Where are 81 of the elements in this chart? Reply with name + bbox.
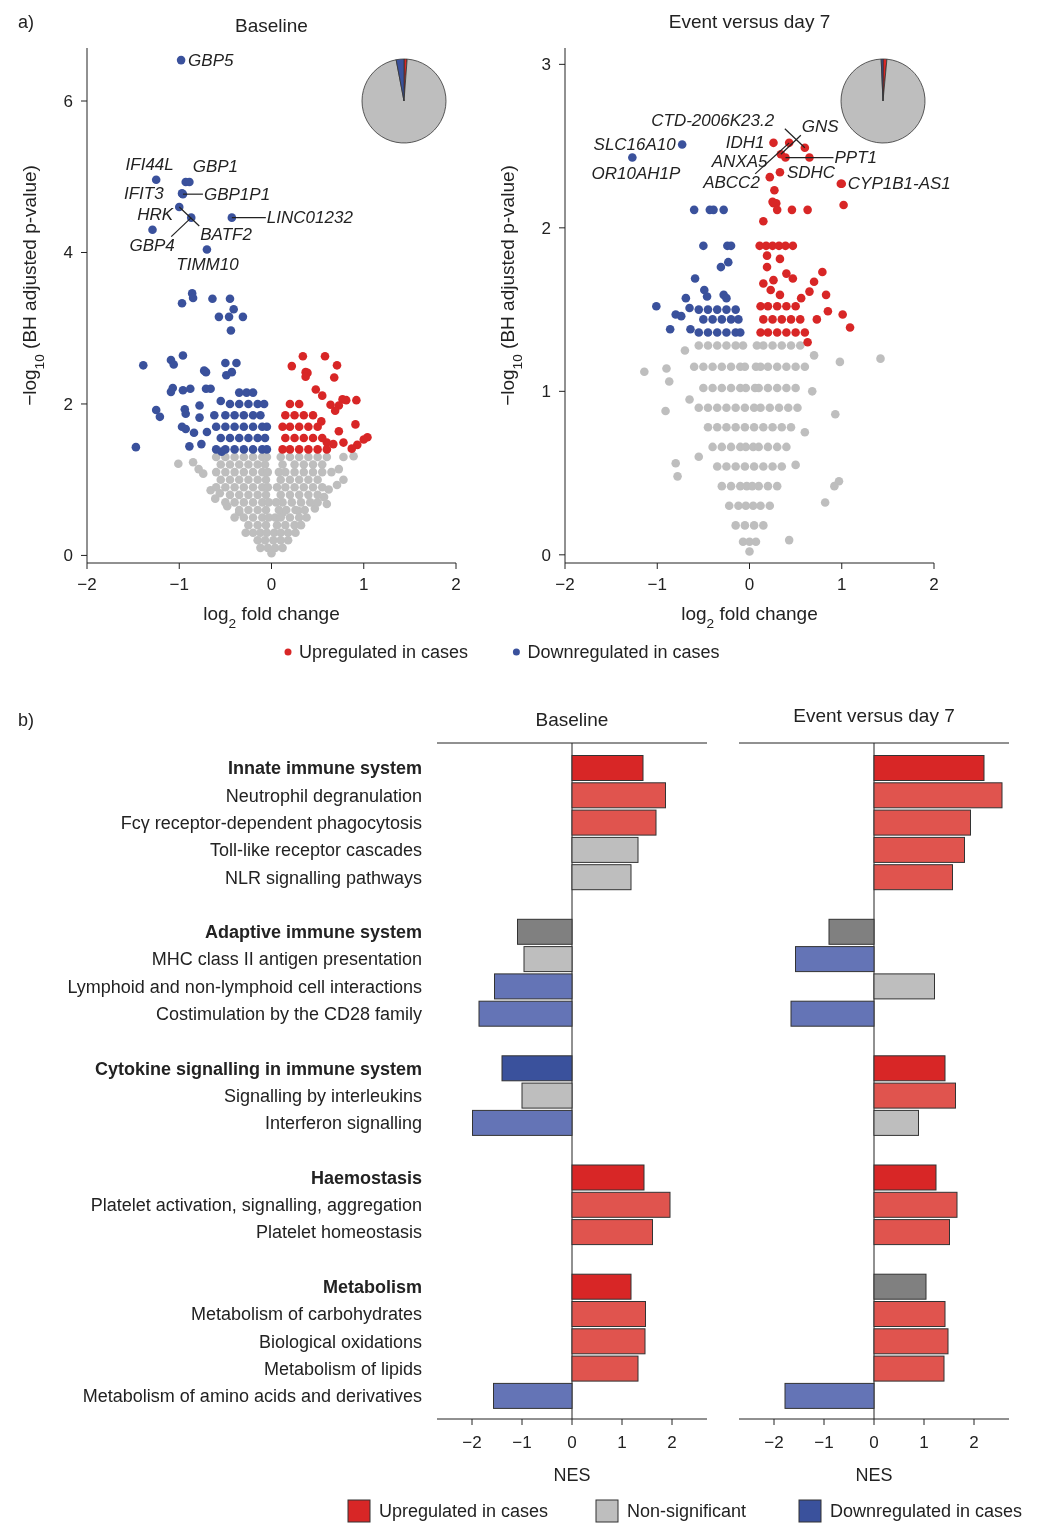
legend-label: Downregulated in cases [527, 642, 720, 662]
y-tick-label: 1 [541, 382, 551, 402]
x-tick-label: 2 [451, 575, 461, 594]
y-tick-label: NLR signalling pathways [224, 867, 422, 888]
x-tick-label: 2 [929, 575, 939, 594]
annotation: SLC16A10 [593, 134, 677, 154]
x-tick-label: 0 [744, 575, 755, 594]
y-tick-label: Metabolism of lipids [263, 1358, 422, 1379]
legend-label: Upregulated in cases [299, 642, 469, 662]
y-tick-label: Metabolism of amino acids and derivatives [82, 1386, 422, 1407]
x-axis-title: NES [553, 1465, 591, 1485]
annotation: CTD-2006K23.2 [651, 110, 775, 130]
x-tick-label: −2 [77, 575, 97, 594]
y-tick-label: Innate immune system [227, 758, 422, 779]
y-tick-label: Adaptive immune system [204, 922, 422, 943]
x-tick-label: −2 [764, 1433, 784, 1452]
y-tick-label: 6 [63, 91, 73, 111]
annotation: PPT1 [834, 148, 878, 168]
chart-title: Event versus day 7 [793, 705, 955, 726]
y-tick-label: 2 [63, 394, 73, 414]
x-axis-title: log$_{2}$ fold change [681, 603, 818, 631]
annotation: OR10AH1P [591, 163, 682, 183]
annotation: GBP4 [129, 235, 175, 255]
y-tick-label: 4 [63, 243, 73, 263]
y-tick-label: Neutrophil degranulation [225, 785, 422, 806]
y-tick-label: Metabolism [322, 1277, 422, 1297]
annotation: ABCC2 [702, 172, 761, 192]
annotation: GBP1P1 [203, 184, 271, 204]
x-axis-title: log$_{2}$ fold change [203, 603, 340, 631]
y-tick-label: Platelet homeostasis [255, 1222, 422, 1243]
x-tick-label: −2 [462, 1433, 482, 1452]
y-tick-label: 2 [541, 218, 551, 238]
y-tick-label: Haemostasis [310, 1167, 422, 1188]
chart-title: Event versus day 7 [668, 11, 831, 32]
x-tick-label: −1 [512, 1433, 532, 1452]
y-tick-label: MHC class II antigen presentation [151, 949, 422, 970]
legend-label: Non-significant [627, 1501, 747, 1521]
legend-label: Downregulated in cases [830, 1501, 1023, 1521]
y-tick-label: Signalling by interleukins [223, 1085, 422, 1106]
annotation: BATF2 [200, 225, 253, 245]
y-tick-label: 0 [63, 546, 73, 566]
annotation: GBP1 [192, 157, 239, 177]
y-tick-label: 3 [541, 55, 551, 75]
chart-title: Baseline [235, 15, 308, 36]
x-tick-label: −2 [555, 575, 575, 594]
y-tick-label: Platelet activation, signalling, aggregation [90, 1195, 422, 1216]
annotation: HRK [137, 204, 174, 224]
x-tick-label: −1 [169, 575, 189, 594]
annotation: CYP1B1-AS1 [847, 174, 951, 194]
y-tick-label: Fcγ receptor-dependent phagocytosis [120, 812, 422, 833]
annotation: SDHC [786, 162, 836, 182]
annotation: GNS [801, 117, 840, 137]
annotation: GBP5 [188, 50, 234, 70]
annotation: TIMM10 [176, 255, 240, 275]
y-tick-label: Costimulation by the CD28 family [155, 1004, 422, 1024]
x-tick-label: 2 [667, 1433, 677, 1452]
y-tick-label: Cytokine signalling in immune system [94, 1058, 422, 1079]
text: a) [18, 12, 35, 32]
annotation: IDH1 [725, 133, 765, 153]
x-tick-label: 1 [919, 1433, 929, 1452]
annotation: LINC01232 [266, 208, 354, 228]
y-tick-label: Interferon signalling [264, 1113, 422, 1134]
x-tick-label: 1 [617, 1433, 627, 1452]
y-tick-label: Toll-like receptor cascades [209, 840, 422, 861]
annotation: IFIT3 [124, 183, 165, 203]
annotation: ANXA5 [710, 152, 769, 172]
y-tick-label: Biological oxidations [258, 1331, 422, 1352]
x-tick-label: −1 [647, 575, 667, 594]
x-tick-label: 0 [567, 1433, 577, 1452]
y-tick-label: 0 [541, 545, 551, 565]
x-tick-label: 1 [837, 575, 847, 594]
x-tick-label: −1 [814, 1433, 834, 1452]
annotation: IFI44L [125, 154, 174, 174]
x-tick-label: 2 [969, 1433, 979, 1452]
y-tick-label: Lymphoid and non-lymphoid cell interactions [67, 976, 422, 997]
y-tick-label: Metabolism of carbohydrates [190, 1304, 422, 1325]
text: b) [18, 710, 35, 730]
x-axis-title: NES [855, 1465, 893, 1485]
legend-label: Upregulated in cases [379, 1501, 549, 1521]
chart-title: Baseline [535, 709, 609, 730]
x-tick-label: 0 [869, 1433, 879, 1452]
